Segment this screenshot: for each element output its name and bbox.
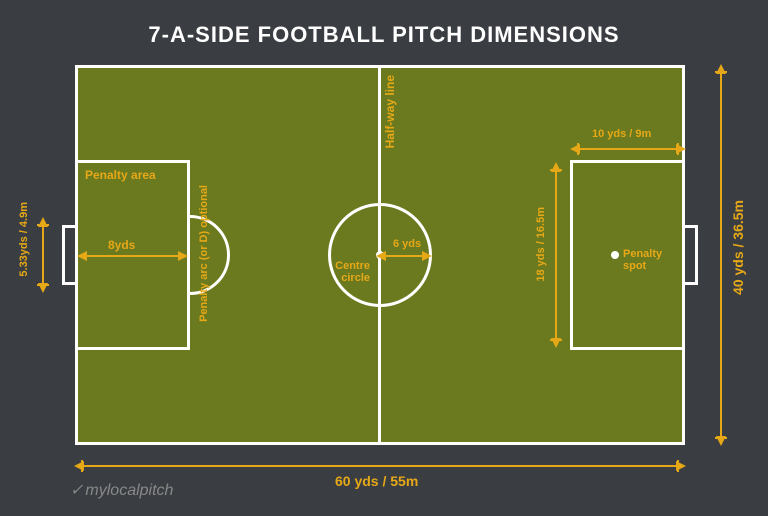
logo-text: mylocalpitch [85,482,173,499]
label-penalty-arc: Penalty arc (or D) optional [198,185,210,322]
label-penalty-spot: Penalty spot [623,248,673,272]
penalty-spot-right [611,251,619,259]
label-box-width: 18 yds / 16.5m [535,207,547,282]
footer-logo: ✓mylocalpitch [70,480,173,500]
label-centre-circle: Centre circle [310,260,370,284]
goal-left [62,225,75,285]
label-halfway-line: Half-way line [383,75,397,148]
label-centre-radius: 6 yds [393,238,421,250]
page-title: 7-A-SIDE FOOTBALL PITCH DIMENSIONS [0,22,768,48]
label-goal-width: 5.33yds / 4.9m [18,202,30,277]
goal-right [685,225,698,285]
check-icon: ✓ [70,480,83,500]
label-penalty-area: Penalty area [85,168,156,182]
label-box-depth: 10 yds / 9m [592,128,651,140]
label-penalty-depth: 8yds [108,238,135,252]
penalty-arc-left [190,215,230,295]
label-pitch-length: 60 yds / 55m [335,473,418,489]
label-pitch-width: 40 yds / 36.5m [730,200,746,295]
